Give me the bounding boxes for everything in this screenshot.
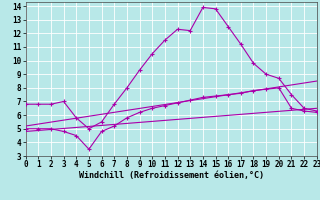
X-axis label: Windchill (Refroidissement éolien,°C): Windchill (Refroidissement éolien,°C): [79, 171, 264, 180]
